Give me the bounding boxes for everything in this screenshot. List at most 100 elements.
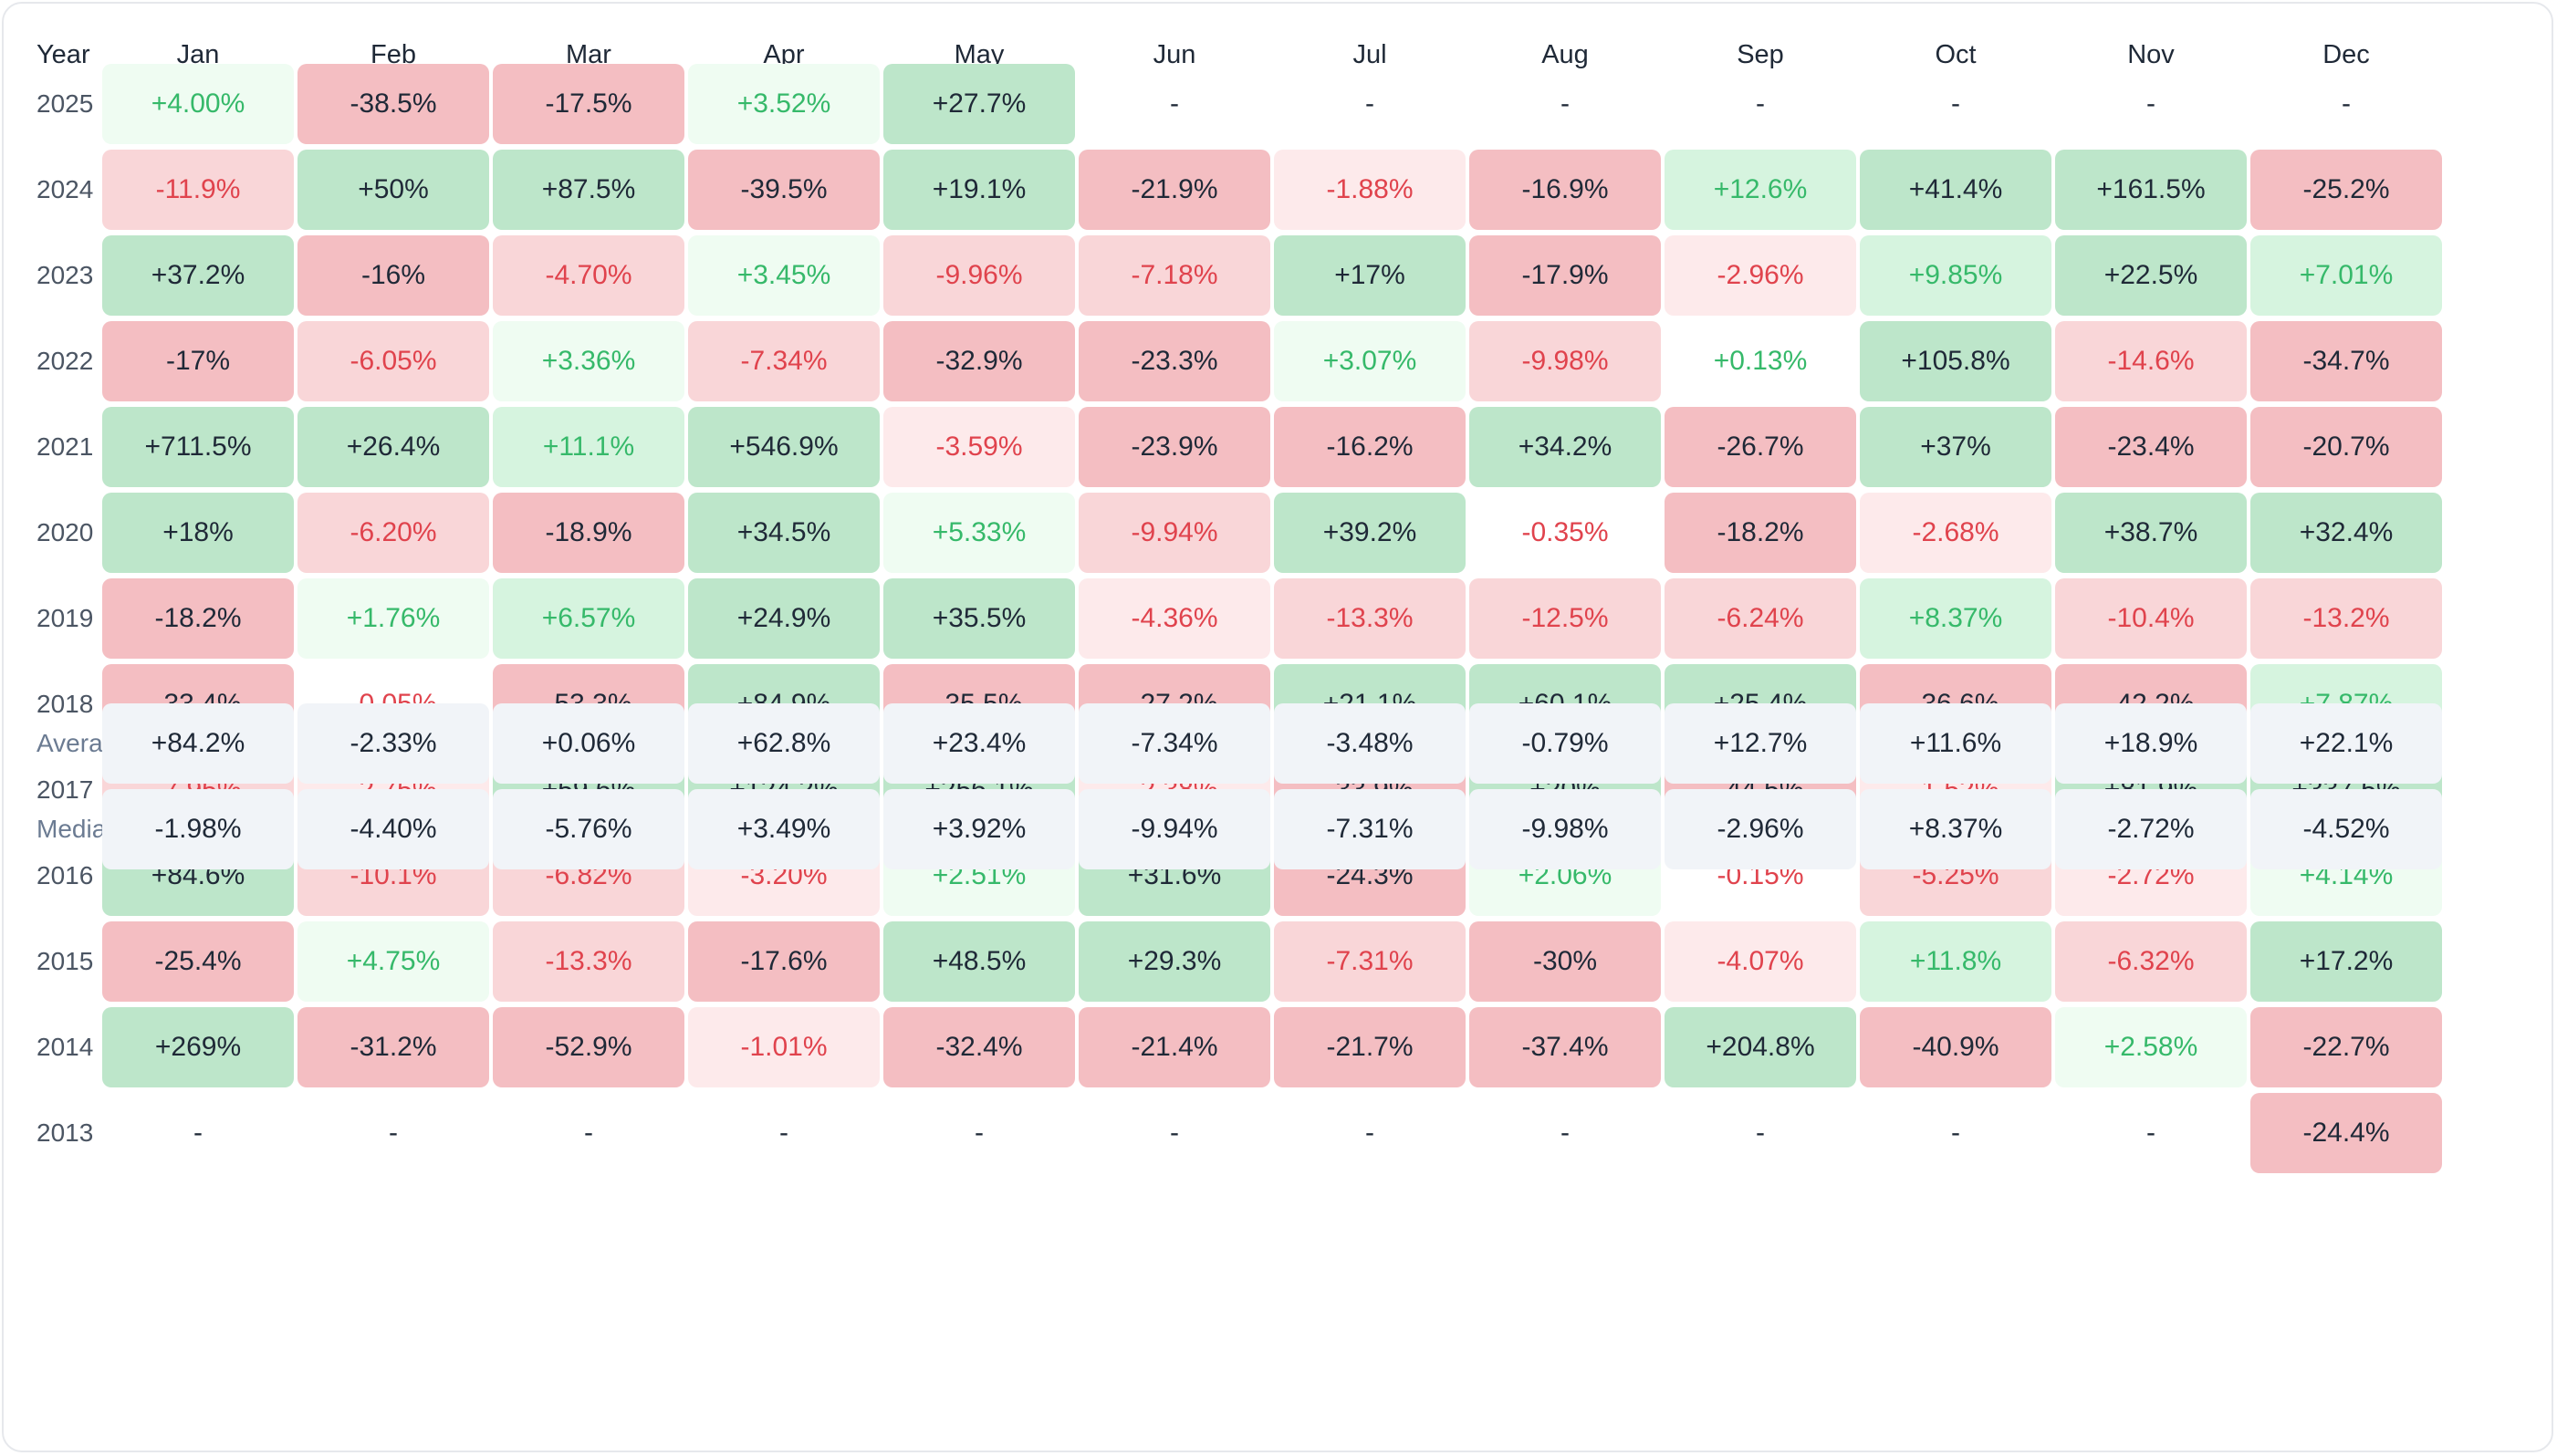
- row-label-2016: 2016: [37, 861, 94, 889]
- row-label-2018: 2018: [37, 690, 94, 718]
- return-cell-2023-feb: -16%: [297, 235, 489, 316]
- return-cell-2025-mar: -17.5%: [493, 64, 684, 144]
- return-cell-2015-jun: +29.3%: [1079, 921, 1270, 1002]
- row-label-2013: 2013: [37, 1118, 94, 1147]
- return-cell-2014-jan: +269%: [102, 1007, 294, 1087]
- return-cell-2022-feb: -6.05%: [297, 321, 489, 401]
- return-cell-2021-may: -3.59%: [883, 407, 1075, 487]
- return-cell-2021-aug: +34.2%: [1469, 407, 1661, 487]
- return-cell-2019-oct: +8.37%: [1860, 578, 2051, 659]
- return-cell-2021-apr: +546.9%: [688, 407, 880, 487]
- stat-cell-average-mar: +0.06%: [493, 703, 684, 784]
- month-header-aug: Aug: [1541, 40, 1589, 69]
- return-cell-2014-mar: -52.9%: [493, 1007, 684, 1087]
- return-cell-2019-mar: +6.57%: [493, 578, 684, 659]
- row-label-2024: 2024: [37, 175, 94, 203]
- stat-cell-average-aug: -0.79%: [1469, 703, 1661, 784]
- stat-cell-average-apr: +62.8%: [688, 703, 880, 784]
- return-cell-2023-mar: -4.70%: [493, 235, 684, 316]
- return-cell-2023-dec: +7.01%: [2250, 235, 2442, 316]
- return-cell-2020-dec: +32.4%: [2250, 493, 2442, 573]
- return-cell-2013-oct: -: [1951, 1118, 1960, 1148]
- return-cell-2024-feb: +50%: [297, 150, 489, 230]
- row-label-2015: 2015: [37, 947, 94, 975]
- return-cell-2023-oct: +9.85%: [1860, 235, 2051, 316]
- return-cell-2021-sep: -26.7%: [1665, 407, 1856, 487]
- return-cell-2025-may: +27.7%: [883, 64, 1075, 144]
- return-cell-2020-sep: -18.2%: [1665, 493, 1856, 573]
- month-header-oct: Oct: [1935, 40, 1977, 69]
- stat-cell-median-oct: +8.37%: [1860, 789, 2051, 869]
- return-cell-2019-may: +35.5%: [883, 578, 1075, 659]
- return-cell-2025-feb: -38.5%: [297, 64, 489, 144]
- return-cell-2014-apr: -1.01%: [688, 1007, 880, 1087]
- return-cell-2020-nov: +38.7%: [2055, 493, 2247, 573]
- return-cell-2020-mar: -18.9%: [493, 493, 684, 573]
- return-cell-2020-aug: -0.35%: [1521, 517, 1609, 547]
- row-label-2017: 2017: [37, 775, 94, 804]
- return-cell-2014-oct: -40.9%: [1860, 1007, 2051, 1087]
- return-cell-2022-sep: +0.13%: [1713, 346, 1808, 376]
- return-cell-2019-feb: +1.76%: [297, 578, 489, 659]
- stat-cell-median-feb: -4.40%: [297, 789, 489, 869]
- stat-cell-average-feb: -2.33%: [297, 703, 489, 784]
- stat-cell-median-jun: -9.94%: [1079, 789, 1270, 869]
- return-cell-2015-may: +48.5%: [883, 921, 1075, 1002]
- return-cell-2013-jun: -: [1170, 1118, 1179, 1148]
- return-cell-2021-feb: +26.4%: [297, 407, 489, 487]
- return-cell-2024-jul: -1.88%: [1274, 150, 1466, 230]
- month-header-nov: Nov: [2127, 40, 2175, 69]
- stat-cell-median-apr: +3.49%: [688, 789, 880, 869]
- return-cell-2020-apr: +34.5%: [688, 493, 880, 573]
- row-label-2021: 2021: [37, 432, 94, 461]
- return-cell-2013-may: -: [975, 1118, 984, 1148]
- return-cell-2022-aug: -9.98%: [1469, 321, 1661, 401]
- stat-cell-median-jan: -1.98%: [102, 789, 294, 869]
- stat-cell-average-oct: +11.6%: [1860, 703, 2051, 784]
- stat-cell-median-may: +3.92%: [883, 789, 1075, 869]
- return-cell-2014-aug: -37.4%: [1469, 1007, 1661, 1087]
- return-cell-2014-feb: -31.2%: [297, 1007, 489, 1087]
- return-cell-2022-apr: -7.34%: [688, 321, 880, 401]
- stat-cell-average-may: +23.4%: [883, 703, 1075, 784]
- return-cell-2022-dec: -34.7%: [2250, 321, 2442, 401]
- month-header-jul: Jul: [1352, 40, 1387, 69]
- return-cell-2015-nov: -6.32%: [2055, 921, 2247, 1002]
- stat-cell-median-aug: -9.98%: [1469, 789, 1661, 869]
- return-cell-2025-jun: -: [1170, 88, 1179, 119]
- return-cell-2014-sep: +204.8%: [1665, 1007, 1856, 1087]
- stat-cell-average-dec: +22.1%: [2250, 703, 2442, 784]
- return-cell-2013-aug: -: [1560, 1118, 1570, 1148]
- return-cell-2023-jan: +37.2%: [102, 235, 294, 316]
- return-cell-2025-oct: -: [1951, 88, 1960, 119]
- return-cell-2019-aug: -12.5%: [1469, 578, 1661, 659]
- return-cell-2014-dec: -22.7%: [2250, 1007, 2442, 1087]
- return-cell-2020-feb: -6.20%: [297, 493, 489, 573]
- return-cell-2013-jul: -: [1365, 1118, 1374, 1148]
- return-cell-2023-aug: -17.9%: [1469, 235, 1661, 316]
- return-cell-2014-jun: -21.4%: [1079, 1007, 1270, 1087]
- return-cell-2013-dec: -24.4%: [2250, 1093, 2442, 1173]
- return-cell-2022-oct: +105.8%: [1860, 321, 2051, 401]
- stat-cell-average-jun: -7.34%: [1079, 703, 1270, 784]
- return-cell-2014-may: -32.4%: [883, 1007, 1075, 1087]
- return-cell-2014-jul: -21.7%: [1274, 1007, 1466, 1087]
- row-label-2025: 2025: [37, 89, 94, 118]
- return-cell-2022-nov: -14.6%: [2055, 321, 2247, 401]
- return-cell-2024-apr: -39.5%: [688, 150, 880, 230]
- return-cell-2020-may: +5.33%: [883, 493, 1075, 573]
- return-cell-2015-jan: -25.4%: [102, 921, 294, 1002]
- return-cell-2021-mar: +11.1%: [493, 407, 684, 487]
- return-cell-2013-sep: -: [1756, 1118, 1765, 1148]
- return-cell-2025-jan: +4.00%: [102, 64, 294, 144]
- return-cell-2020-oct: -2.68%: [1860, 493, 2051, 573]
- return-cell-2024-jun: -21.9%: [1079, 150, 1270, 230]
- return-cell-2020-jan: +18%: [102, 493, 294, 573]
- return-cell-2021-oct: +37%: [1860, 407, 2051, 487]
- return-cell-2014-nov: +2.58%: [2055, 1007, 2247, 1087]
- stat-cell-average-sep: +12.7%: [1665, 703, 1856, 784]
- return-cell-2022-jun: -23.3%: [1079, 321, 1270, 401]
- return-cell-2023-sep: -2.96%: [1665, 235, 1856, 316]
- return-cell-2013-mar: -: [584, 1118, 593, 1148]
